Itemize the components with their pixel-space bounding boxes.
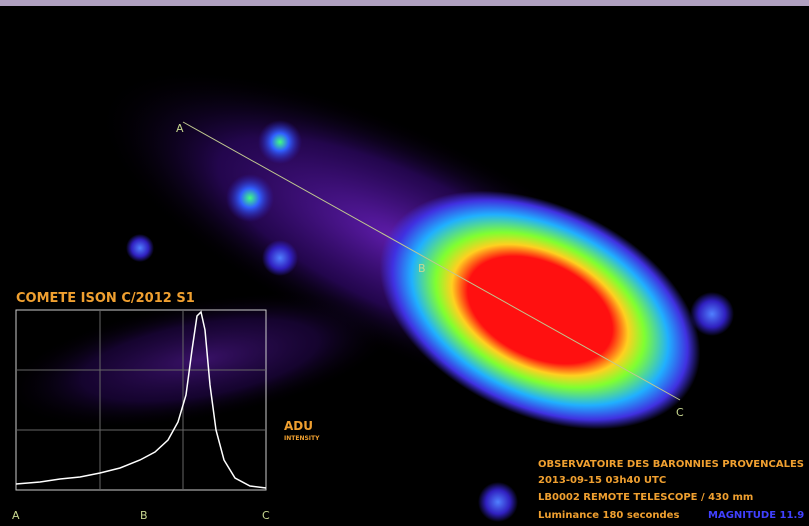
x-tick-label: B [140,509,148,522]
profile-curve [15,310,267,489]
image-label: B [418,262,426,275]
star [226,174,274,222]
profile-plot: A B C ADU INTENSITY [12,309,320,522]
tail-haze [2,291,398,429]
image-label: C [676,406,684,419]
caption-magnitude: MAGNITUDE 11.9 [708,510,804,521]
star [126,234,154,262]
caption-date: 2013-09-15 03h40 UTC [538,475,666,486]
star [258,120,302,164]
caption-telescope: LB0002 REMOTE TELESCOPE / 430 mm [538,492,753,503]
star [262,240,298,276]
star [690,292,734,336]
top-strip [0,0,809,6]
chart-title: COMETE ISON C/2012 S1 [16,291,195,306]
caption-observatory: OBSERVATOIRE DES BARONNIES PROVENCALES [538,459,804,470]
image-label: A [176,122,184,135]
x-tick-label: C [262,509,270,522]
y-axis-sublabel: INTENSITY [284,435,320,442]
x-tick-label: A [12,509,20,522]
plot-frame [15,309,267,491]
star [478,482,518,522]
comet-core [379,190,701,430]
profile-line [182,121,681,401]
y-axis-label: ADU [284,419,313,433]
caption-exposure: Luminance 180 secondes [538,510,679,521]
